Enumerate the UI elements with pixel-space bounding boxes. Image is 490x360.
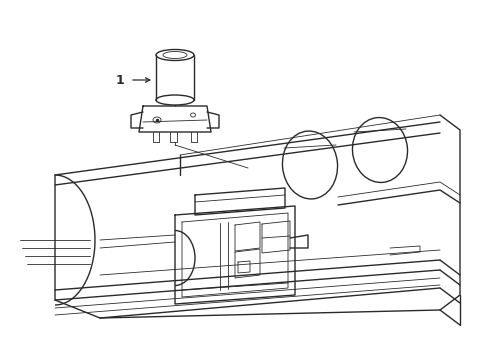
Text: 1: 1	[116, 73, 124, 86]
